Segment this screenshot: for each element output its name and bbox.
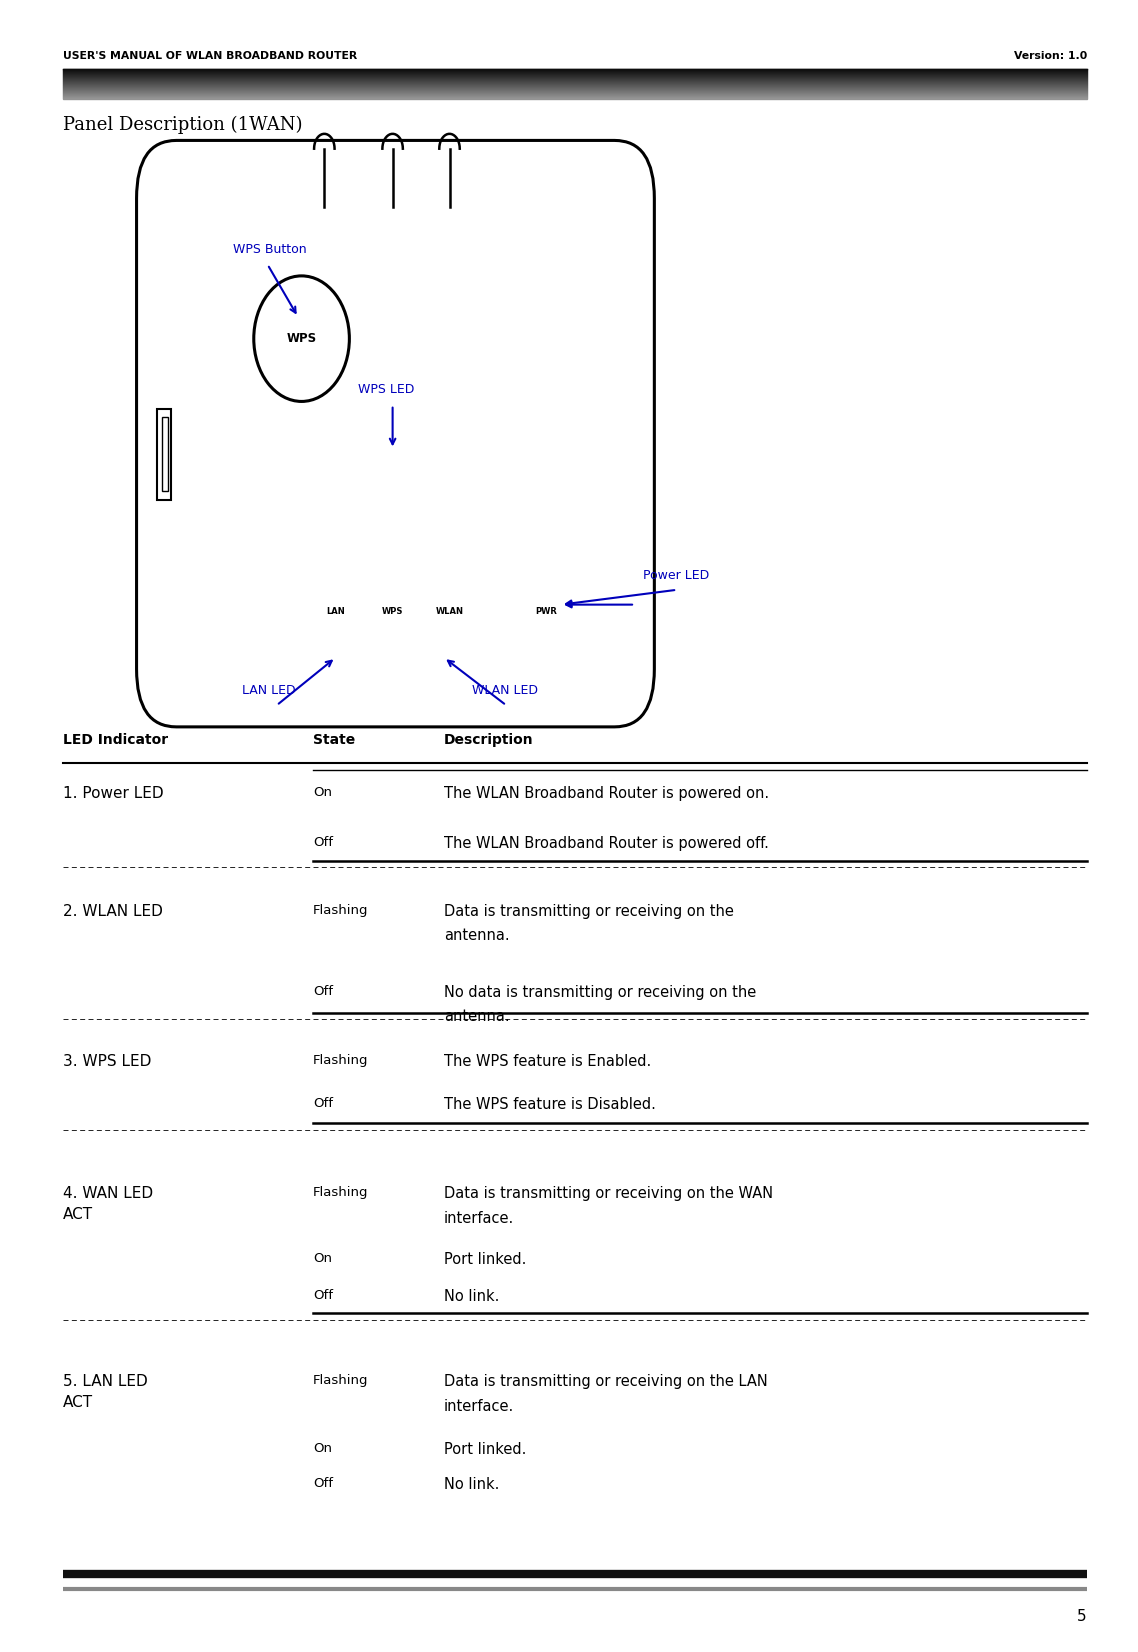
Text: Off: Off bbox=[313, 1289, 333, 1302]
Ellipse shape bbox=[254, 276, 349, 401]
Text: WLAN: WLAN bbox=[436, 606, 463, 616]
Text: Power LED: Power LED bbox=[643, 568, 709, 582]
Text: 1. Power LED: 1. Power LED bbox=[63, 786, 163, 801]
Text: Description: Description bbox=[444, 733, 534, 747]
Text: No link.: No link. bbox=[444, 1289, 500, 1303]
Text: Port linked.: Port linked. bbox=[444, 1252, 526, 1267]
Text: The WLAN Broadband Router is powered off.: The WLAN Broadband Router is powered off… bbox=[444, 836, 768, 851]
Text: Flashing: Flashing bbox=[313, 1186, 369, 1199]
Text: LED Indicator: LED Indicator bbox=[63, 733, 167, 747]
Text: Off: Off bbox=[313, 1097, 333, 1110]
Bar bbox=[157, 408, 171, 499]
Text: PWR: PWR bbox=[535, 606, 558, 616]
Text: LAN LED: LAN LED bbox=[242, 684, 296, 697]
Text: No data is transmitting or receiving on the
antenna.: No data is transmitting or receiving on … bbox=[444, 985, 756, 1024]
Text: LAN: LAN bbox=[327, 606, 345, 616]
Text: WPS: WPS bbox=[287, 332, 316, 345]
Text: The WPS feature is Disabled.: The WPS feature is Disabled. bbox=[444, 1097, 655, 1112]
Text: 5. LAN LED
ACT: 5. LAN LED ACT bbox=[63, 1374, 147, 1411]
Text: Version: 1.0: Version: 1.0 bbox=[1014, 51, 1087, 61]
Text: The WLAN Broadband Router is powered on.: The WLAN Broadband Router is powered on. bbox=[444, 786, 769, 801]
Text: Data is transmitting or receiving on the WAN
interface.: Data is transmitting or receiving on the… bbox=[444, 1186, 773, 1226]
Text: No link.: No link. bbox=[444, 1477, 500, 1492]
Text: WPS Button: WPS Button bbox=[233, 243, 307, 256]
Text: Off: Off bbox=[313, 1477, 333, 1490]
Text: 5: 5 bbox=[1078, 1609, 1087, 1624]
Text: The WPS feature is Enabled.: The WPS feature is Enabled. bbox=[444, 1054, 651, 1069]
Text: Flashing: Flashing bbox=[313, 1374, 369, 1388]
Text: On: On bbox=[313, 1252, 332, 1265]
Text: State: State bbox=[313, 733, 355, 747]
Text: Flashing: Flashing bbox=[313, 1054, 369, 1067]
Text: Port linked.: Port linked. bbox=[444, 1442, 526, 1457]
Text: 4. WAN LED
ACT: 4. WAN LED ACT bbox=[63, 1186, 152, 1222]
Text: WPS: WPS bbox=[382, 606, 403, 616]
Text: Off: Off bbox=[313, 836, 333, 849]
Text: Panel Description (1WAN): Panel Description (1WAN) bbox=[63, 116, 302, 134]
Text: On: On bbox=[313, 786, 332, 800]
Text: Off: Off bbox=[313, 985, 333, 998]
Text: USER'S MANUAL OF WLAN BROADBAND ROUTER: USER'S MANUAL OF WLAN BROADBAND ROUTER bbox=[63, 51, 357, 61]
Text: 3. WPS LED: 3. WPS LED bbox=[63, 1054, 151, 1069]
Text: Data is transmitting or receiving on the LAN
interface.: Data is transmitting or receiving on the… bbox=[444, 1374, 767, 1414]
Text: WLAN LED: WLAN LED bbox=[472, 684, 538, 697]
Text: Flashing: Flashing bbox=[313, 904, 369, 917]
Text: WPS LED: WPS LED bbox=[358, 383, 415, 396]
Text: Data is transmitting or receiving on the
antenna.: Data is transmitting or receiving on the… bbox=[444, 904, 734, 943]
Text: 2. WLAN LED: 2. WLAN LED bbox=[63, 904, 163, 919]
Text: On: On bbox=[313, 1442, 332, 1455]
Bar bbox=[162, 416, 168, 492]
FancyBboxPatch shape bbox=[137, 140, 654, 727]
